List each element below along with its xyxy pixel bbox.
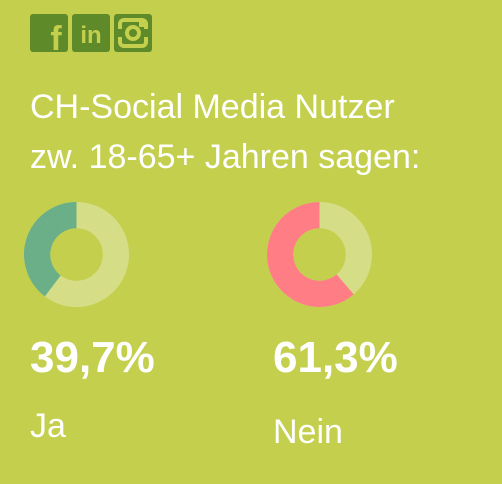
donut-chart-ja <box>24 202 129 307</box>
label-nein: Nein <box>273 413 343 451</box>
headline-line-2: zw. 18-65+ Jahren sagen: <box>30 138 421 176</box>
percentage-nein: 61,3% <box>273 333 398 382</box>
label-ja: Ja <box>30 407 66 445</box>
donut-segment-ja <box>24 202 78 297</box>
donut-segment-nein <box>267 202 354 307</box>
facebook-icon[interactable]: f <box>30 14 68 52</box>
social-icons: f in <box>30 14 152 52</box>
svg-text:f: f <box>50 20 62 52</box>
donut-chart-nein <box>267 202 372 307</box>
linkedin-icon[interactable]: in <box>72 14 110 52</box>
svg-text:in: in <box>80 22 101 49</box>
percentage-ja: 39,7% <box>30 333 155 382</box>
instagram-icon[interactable] <box>114 14 152 52</box>
headline-line-1: CH-Social Media Nutzer <box>30 88 395 126</box>
headline: CH-Social Media Nutzer zw. 18-65+ Jahren… <box>30 82 420 182</box>
